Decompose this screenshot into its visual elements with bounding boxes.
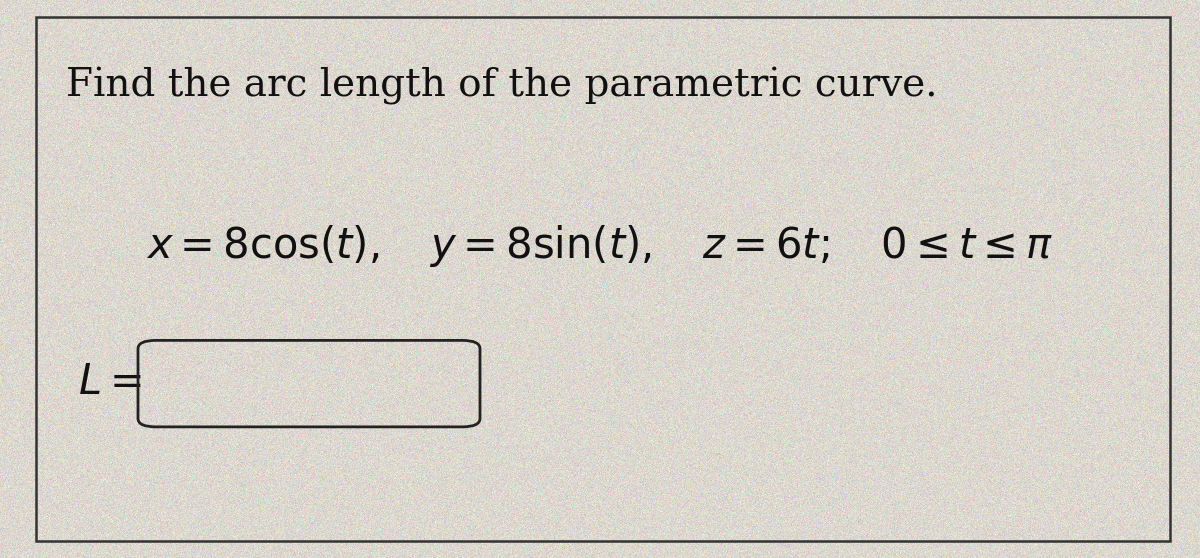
Text: $x = 8\cos(t), \quad y = 8\sin(t), \quad z = 6t; \quad 0 \leq t \leq \pi$: $x = 8\cos(t), \quad y = 8\sin(t), \quad… [146, 223, 1054, 269]
Text: $L =$: $L =$ [78, 361, 142, 403]
Text: Find the arc length of the parametric curve.: Find the arc length of the parametric cu… [66, 67, 937, 105]
